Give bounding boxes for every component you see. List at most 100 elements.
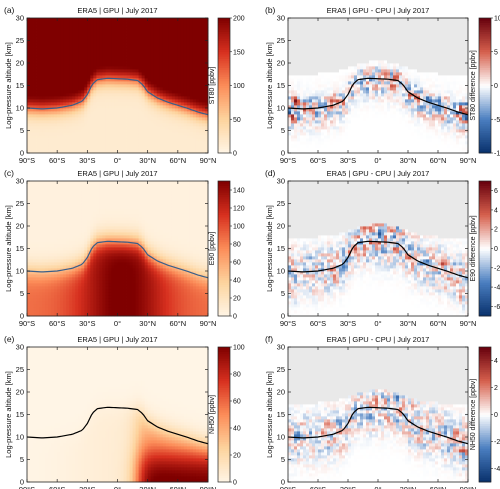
heatmap-cell <box>420 72 423 75</box>
heatmap-cell <box>297 69 300 72</box>
heatmap-cell <box>151 48 154 51</box>
heatmap-cell <box>175 132 178 135</box>
heatmap-cell <box>324 96 327 99</box>
heatmap-cell <box>324 84 327 87</box>
heatmap-cell <box>102 102 105 105</box>
heatmap-cell <box>414 117 417 120</box>
heatmap-cell <box>157 21 160 24</box>
heatmap-cell <box>426 63 429 66</box>
heatmap-cell <box>114 39 117 42</box>
heatmap-cell <box>48 42 51 45</box>
heatmap-cell <box>312 66 315 69</box>
heatmap-cell <box>54 45 57 48</box>
heatmap-cell <box>303 36 306 39</box>
heatmap-cell <box>54 48 57 51</box>
heatmap-cell <box>142 111 145 114</box>
heatmap-cell <box>81 111 84 114</box>
heatmap-cell <box>327 18 330 21</box>
heatmap-cell <box>202 48 205 51</box>
heatmap-cell <box>312 114 315 117</box>
heatmap-cell <box>142 132 145 135</box>
heatmap-cell <box>357 42 360 45</box>
heatmap-cell <box>187 93 190 96</box>
heatmap-cell <box>57 81 60 84</box>
heatmap-cell <box>202 69 205 72</box>
heatmap-cell <box>193 42 196 45</box>
heatmap-cell <box>81 45 84 48</box>
heatmap-cell <box>51 111 54 114</box>
heatmap-cell <box>369 135 372 138</box>
heatmap-cell <box>57 24 60 27</box>
heatmap-cell <box>190 18 193 21</box>
heatmap-cell <box>417 39 420 42</box>
heatmap-cell <box>429 45 432 48</box>
heatmap-cell <box>99 108 102 111</box>
heatmap-cell <box>321 96 324 99</box>
heatmap-cell <box>345 63 348 66</box>
heatmap-cell <box>187 129 190 132</box>
heatmap-cell <box>354 102 357 105</box>
heatmap-cell <box>384 39 387 42</box>
heatmap-cell <box>366 60 369 63</box>
heatmap-cell <box>48 51 51 54</box>
heatmap-cell <box>288 30 291 33</box>
heatmap-cell <box>330 135 333 138</box>
heatmap-cell <box>321 84 324 87</box>
heatmap-cell <box>72 138 75 141</box>
heatmap-cell <box>42 114 45 117</box>
heatmap-cell <box>48 30 51 33</box>
heatmap-cell <box>345 147 348 150</box>
heatmap-cell <box>345 138 348 141</box>
heatmap-cell <box>75 129 78 132</box>
heatmap-cell <box>399 24 402 27</box>
heatmap-cell <box>369 114 372 117</box>
heatmap-cell <box>303 138 306 141</box>
heatmap-cell <box>357 75 360 78</box>
heatmap-cell <box>157 132 160 135</box>
heatmap-cell <box>396 54 399 57</box>
heatmap-cell <box>60 135 63 138</box>
heatmap-cell <box>63 66 66 69</box>
heatmap-cell <box>387 99 390 102</box>
heatmap-cell <box>114 42 117 45</box>
heatmap-cell <box>108 21 111 24</box>
heatmap-cell <box>190 24 193 27</box>
heatmap-cell <box>69 135 72 138</box>
heatmap-cell <box>99 84 102 87</box>
heatmap-cell <box>151 117 154 120</box>
heatmap-cell <box>157 51 160 54</box>
heatmap-cell <box>336 63 339 66</box>
heatmap-cell <box>39 30 42 33</box>
heatmap-cell <box>172 120 175 123</box>
heatmap-cell <box>172 21 175 24</box>
heatmap-cell <box>63 18 66 21</box>
heatmap-cell <box>148 21 151 24</box>
heatmap-cell <box>315 63 318 66</box>
heatmap-cell <box>75 108 78 111</box>
heatmap-cell <box>105 72 108 75</box>
heatmap-cell <box>330 39 333 42</box>
heatmap-cell <box>372 135 375 138</box>
heatmap-cell <box>45 60 48 63</box>
heatmap-cell <box>130 81 133 84</box>
heatmap-cell <box>423 75 426 78</box>
heatmap-cell <box>154 21 157 24</box>
heatmap-cell <box>190 138 193 141</box>
heatmap-cell <box>327 96 330 99</box>
heatmap-cell <box>30 81 33 84</box>
heatmap-cell <box>420 135 423 138</box>
heatmap-cell <box>375 54 378 57</box>
heatmap-cell <box>78 117 81 120</box>
heatmap-cell <box>426 69 429 72</box>
heatmap-cell <box>390 30 393 33</box>
heatmap-cell <box>96 87 99 90</box>
heatmap-cell <box>432 108 435 111</box>
heatmap-cell <box>33 30 36 33</box>
heatmap-cell <box>384 132 387 135</box>
heatmap-cell <box>294 48 297 51</box>
heatmap-cell <box>172 96 175 99</box>
heatmap-cell <box>148 54 151 57</box>
heatmap-cell <box>348 60 351 63</box>
heatmap-cell <box>363 132 366 135</box>
heatmap-cell <box>354 42 357 45</box>
